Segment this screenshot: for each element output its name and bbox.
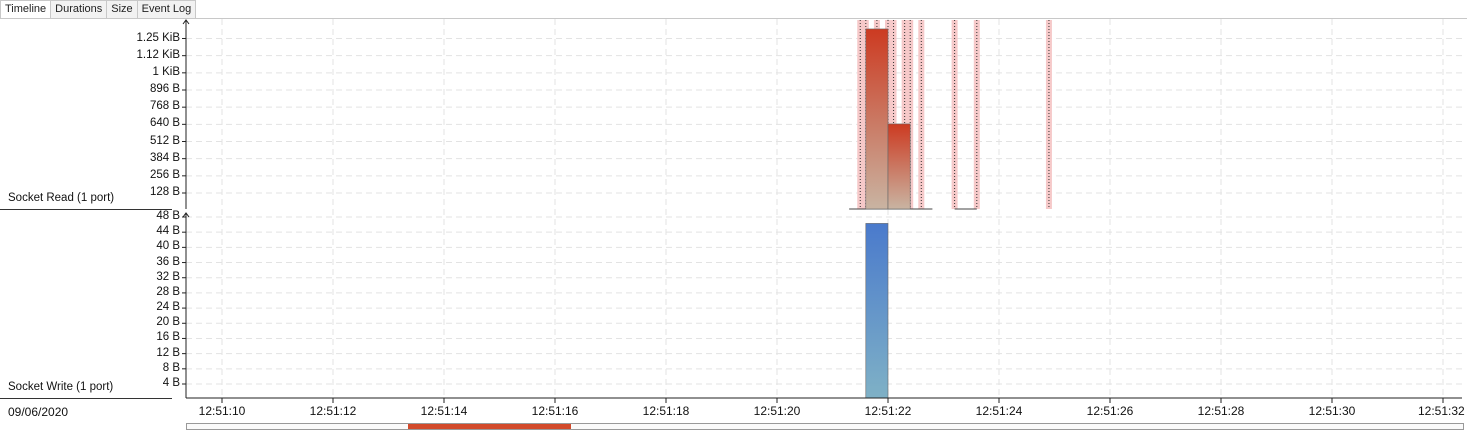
y-tick-label: 28 B	[156, 285, 180, 298]
lane-label-socket-write: Socket Write (1 port)	[8, 381, 114, 393]
read-bar	[865, 28, 889, 210]
y-tick-label: 512 B	[149, 134, 180, 147]
event-marker	[1045, 20, 1052, 209]
x-tick-label: 12:51:30	[1308, 404, 1356, 418]
event-marker	[907, 20, 914, 209]
y-tick-label: 48 B	[156, 210, 180, 222]
y-tick-label: 640 B	[149, 117, 180, 130]
y-tick-label: 1.12 KiB	[136, 48, 180, 61]
x-tick-label: 12:51:10	[198, 404, 246, 418]
x-tick-label: 12:51:26	[1086, 404, 1134, 418]
y-axis-arrow	[182, 19, 190, 25]
write-bar	[865, 223, 889, 399]
y-tick-label: 1.25 KiB	[136, 31, 180, 44]
y-tick-label: 16 B	[156, 331, 180, 344]
y-tick-label: 4 B	[162, 377, 180, 389]
tab-size[interactable]: Size	[106, 0, 138, 18]
event-marker	[951, 20, 958, 209]
tab-durations[interactable]: Durations	[50, 0, 108, 18]
y-tick-label: 32 B	[156, 270, 180, 283]
event-marker	[890, 20, 897, 209]
y-tick-label: 128 B	[149, 186, 180, 198]
tab-event-log[interactable]: Event Log	[136, 0, 197, 18]
x-tick-label: 12:51:32	[1418, 404, 1465, 418]
lane-separator	[0, 209, 172, 210]
date-label: 09/06/2020	[8, 405, 69, 419]
event-marker	[918, 20, 925, 209]
read-bar	[887, 123, 911, 210]
x-tick-label: 12:51:20	[753, 404, 801, 418]
y-tick-label: 256 B	[149, 168, 180, 181]
y-tick-label: 768 B	[149, 100, 180, 113]
y-tick-label: 40 B	[156, 240, 180, 253]
y-tick-label: 12 B	[156, 346, 180, 359]
y-tick-label: 44 B	[156, 225, 180, 238]
y-tick-label: 20 B	[156, 316, 180, 329]
y-axis-arrow	[182, 212, 190, 218]
tab-bar: Timeline Durations Size Event Log	[0, 0, 197, 18]
x-tick-label: 12:51:28	[1197, 404, 1245, 418]
tab-divider	[0, 18, 1467, 19]
x-tick-label: 12:51:24	[975, 404, 1023, 418]
event-marker	[857, 20, 864, 209]
y-tick-label: 1 KiB	[152, 65, 181, 78]
x-tick-label: 12:51:16	[531, 404, 579, 418]
x-tick-label: 12:51:14	[420, 404, 468, 418]
x-tick-label: 12:51:12	[309, 404, 357, 418]
y-tick-label: 8 B	[162, 361, 180, 374]
lane-label-socket-read: Socket Read (1 port)	[8, 192, 115, 204]
y-tick-label: 36 B	[156, 255, 180, 268]
y-tick-label: 24 B	[156, 301, 180, 314]
timeline-scrollbar[interactable]	[186, 423, 1464, 430]
lane-separator	[0, 398, 172, 399]
y-tick-label: 896 B	[149, 83, 180, 95]
x-tick-label: 12:51:18	[642, 404, 690, 418]
event-marker	[973, 20, 980, 209]
y-tick-label: 384 B	[149, 151, 180, 164]
event-marker	[901, 20, 908, 209]
x-tick-label: 12:51:22	[864, 404, 912, 418]
scrollbar-thumb[interactable]	[408, 424, 571, 429]
